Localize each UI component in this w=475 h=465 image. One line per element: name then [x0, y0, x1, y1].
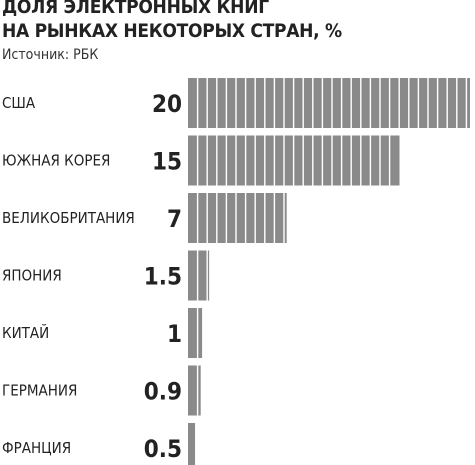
value-label: 7: [167, 205, 182, 233]
category-label: КИТАЙ: [2, 323, 49, 342]
category-label: ГЕРМАНИЯ: [2, 382, 77, 400]
chart-source: Источник: РБК: [2, 47, 99, 63]
chart-title-line-1: ДОЛЯ ЭЛЕКТРОННЫХ КНИГ: [2, 0, 269, 18]
bar: [188, 193, 287, 243]
category-label: ФРАНЦИЯ: [2, 439, 71, 457]
category-label: ЯПОНИЯ: [2, 267, 62, 285]
bar-row: КИТАЙ 1: [2, 308, 203, 358]
bar-row: ФРАНЦИЯ 0.5: [2, 423, 196, 465]
category-label: США: [2, 94, 36, 112]
bar-row: ВЕЛИКОБРИТАНИЯ 7: [2, 193, 287, 243]
bar: [188, 423, 196, 465]
value-label: 1.5: [144, 263, 182, 291]
bar-row: ЯПОНИЯ 1.5: [2, 250, 210, 301]
bar: [188, 365, 201, 416]
value-label: 0.9: [144, 378, 182, 406]
category-label: ЮЖНАЯ КОРЕЯ: [2, 152, 110, 170]
bar: [188, 308, 203, 358]
bar: [188, 250, 210, 301]
bar: [188, 78, 470, 128]
bar-row: США 20: [2, 78, 470, 128]
bar-row: ЮЖНАЯ КОРЕЯ 15: [2, 135, 400, 186]
value-label: 1: [167, 320, 182, 348]
value-label: 0.5: [144, 435, 182, 463]
chart-title-line-2: НА РЫНКАХ НЕКОТОРЫХ СТРАН, %: [2, 20, 342, 42]
bar-row: ГЕРМАНИЯ 0.9: [2, 365, 201, 416]
category-label: ВЕЛИКОБРИТАНИЯ: [2, 209, 135, 227]
value-label: 15: [152, 148, 182, 176]
value-label: 20: [152, 90, 182, 118]
